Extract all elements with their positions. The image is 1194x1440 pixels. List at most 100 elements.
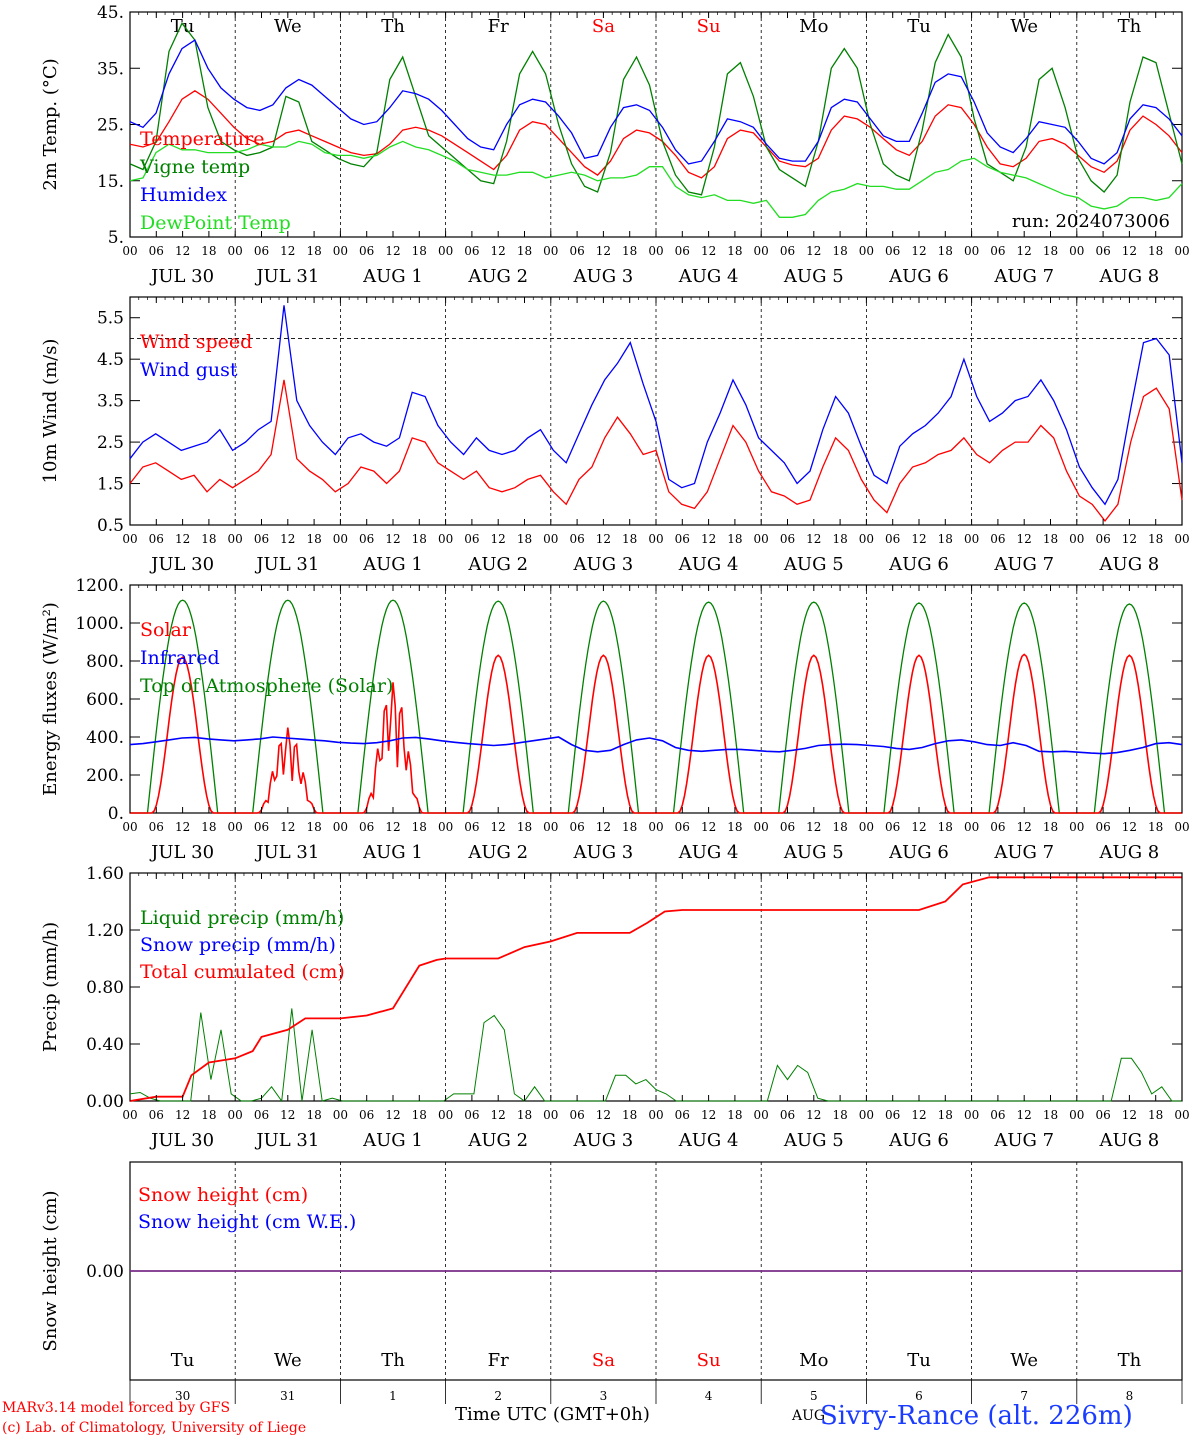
hour-tick-label: 18	[832, 532, 847, 546]
hour-tick-label: 18	[1148, 1108, 1163, 1122]
hour-tick-label: 18	[412, 820, 427, 834]
y-tick-label: 0.80	[86, 978, 124, 998]
hour-tick-label: 00	[1174, 1108, 1189, 1122]
hour-tick-label: 06	[990, 1108, 1005, 1122]
day-name-label: We	[274, 1350, 302, 1371]
hour-tick-label: 06	[359, 244, 374, 258]
hour-tick-label: 00	[1069, 532, 1084, 546]
series-infrared	[129, 736, 1183, 755]
hour-tick-label: 00	[333, 1108, 348, 1122]
hour-tick-label: 06	[780, 1108, 795, 1122]
hour-tick-label: 00	[1069, 244, 1084, 258]
hour-tick-label: 00	[438, 532, 453, 546]
date-label: JUL 31	[254, 266, 319, 287]
date-label: AUG 1	[362, 1130, 423, 1151]
date-label: AUG 8	[1099, 842, 1160, 863]
hour-tick-label: 18	[201, 1108, 216, 1122]
day-name-label: Sa	[592, 1350, 615, 1371]
legend-snow-height-cm-w-e-: Snow height (cm W.E.)	[138, 1211, 356, 1233]
y-tick-label: 0.5	[97, 516, 124, 536]
hour-tick-label: 00	[228, 1108, 243, 1122]
hour-tick-label: 06	[569, 1108, 584, 1122]
date-label: JUL 31	[254, 842, 319, 863]
hour-tick-label: 18	[201, 244, 216, 258]
hour-tick-label: 06	[675, 1108, 690, 1122]
hour-tick-label: 00	[964, 1108, 979, 1122]
hour-tick-label: 12	[1017, 244, 1032, 258]
series-wind-speed	[129, 379, 1183, 522]
hour-tick-label: 12	[385, 1108, 400, 1122]
hour-tick-label: 12	[1122, 244, 1137, 258]
hour-tick-label: 18	[1043, 820, 1058, 834]
hour-tick-label: 00	[859, 532, 874, 546]
hour-tick-label: 00	[438, 820, 453, 834]
hour-tick-label: 12	[806, 820, 821, 834]
date-label: AUG 8	[1099, 554, 1160, 575]
hour-tick-label: 00	[333, 532, 348, 546]
date-label: AUG 3	[573, 842, 634, 863]
series-liquid-precip	[129, 1008, 1182, 1103]
hour-tick-label: 12	[701, 820, 716, 834]
hour-tick-label: 18	[727, 820, 742, 834]
hour-tick-label: 18	[412, 244, 427, 258]
date-label: AUG 6	[888, 1130, 949, 1151]
hour-tick-label: 18	[832, 244, 847, 258]
day-number-label: 2	[494, 1389, 502, 1403]
y-tick-label: 25.	[97, 116, 124, 136]
hour-tick-label: 06	[254, 1108, 269, 1122]
series-temperature	[129, 90, 1183, 179]
date-label: AUG 3	[573, 1130, 634, 1151]
hour-tick-label: 18	[727, 244, 742, 258]
hour-tick-label: 12	[701, 244, 716, 258]
hour-tick-label: 12	[385, 820, 400, 834]
hour-tick-label: 18	[938, 1108, 953, 1122]
legend-humidex: Humidex	[140, 184, 227, 206]
hour-tick-label: 06	[675, 532, 690, 546]
date-label: AUG 4	[678, 266, 739, 287]
hour-tick-label: 18	[622, 244, 637, 258]
y-tick-label: 0.00	[86, 1262, 124, 1282]
model-credit: MARv3.14 model forced by GFS	[2, 1400, 231, 1416]
hour-tick-label: 00	[543, 820, 558, 834]
date-label: AUG 4	[678, 1130, 739, 1151]
date-label: JUL 31	[254, 554, 319, 575]
y-axis-label: Snow height (cm)	[40, 1190, 61, 1351]
date-label: JUL 30	[149, 842, 214, 863]
hour-tick-label: 06	[359, 1108, 374, 1122]
hour-tick-label: 12	[175, 820, 190, 834]
hour-tick-label: 06	[675, 820, 690, 834]
hour-tick-label: 06	[569, 532, 584, 546]
day-name-label: Th	[1118, 16, 1142, 37]
hour-tick-label: 12	[701, 1108, 716, 1122]
hour-tick-label: 12	[385, 532, 400, 546]
hour-tick-label: 12	[1122, 820, 1137, 834]
hour-tick-label: 06	[780, 820, 795, 834]
hour-tick-label: 00	[859, 244, 874, 258]
day-name-label: Su	[697, 16, 721, 37]
hour-tick-label: 00	[754, 1108, 769, 1122]
hour-tick-label: 06	[149, 244, 164, 258]
lab-credit: (c) Lab. of Climatology, University of L…	[2, 1420, 307, 1436]
hour-tick-label: 00	[1069, 1108, 1084, 1122]
date-label: AUG 2	[467, 842, 528, 863]
hour-tick-label: 18	[306, 1108, 321, 1122]
day-name-label: Tu	[907, 16, 931, 37]
y-tick-label: 0.40	[86, 1035, 124, 1055]
hour-tick-label: 18	[938, 820, 953, 834]
hour-tick-label: 00	[228, 820, 243, 834]
day-name-label: We	[1010, 16, 1038, 37]
hour-tick-label: 12	[701, 532, 716, 546]
hour-tick-label: 00	[1174, 820, 1189, 834]
run-label: run: 2024073006	[1012, 211, 1170, 232]
hour-tick-label: 00	[1174, 244, 1189, 258]
date-label: AUG 1	[362, 266, 423, 287]
legend-solar: Solar	[140, 619, 192, 641]
hour-tick-label: 12	[806, 532, 821, 546]
hour-tick-label: 12	[491, 532, 506, 546]
hour-tick-label: 00	[543, 244, 558, 258]
y-tick-label: 800.	[86, 652, 124, 672]
hour-tick-label: 06	[359, 820, 374, 834]
hour-tick-label: 00	[859, 820, 874, 834]
hour-tick-label: 12	[911, 1108, 926, 1122]
